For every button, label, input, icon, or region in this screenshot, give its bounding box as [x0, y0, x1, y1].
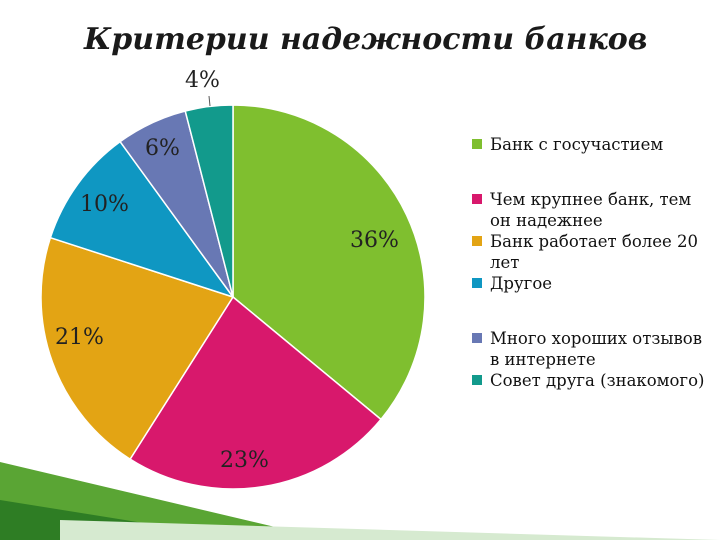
data-label-2: 23% [220, 448, 269, 473]
chart-legend: Банк с госучастием Чем крупнее банк, тем … [472, 134, 712, 391]
data-label-6: 4% [185, 68, 220, 93]
pie-slice-6 [184, 104, 234, 298]
legend-label: Банк работает более 20 лет [490, 232, 699, 272]
legend-label: Другое [490, 274, 553, 293]
legend-swatch [472, 236, 482, 246]
legend-item-6: Совет друга (знакомого) [472, 370, 712, 391]
legend-swatch [472, 194, 482, 204]
chart-title: Критерии надежности банков [84, 22, 648, 57]
pie-slice-1 [232, 104, 426, 421]
data-label-5: 6% [145, 136, 180, 161]
legend-swatch [472, 333, 482, 343]
decor-light-stripe [60, 520, 720, 540]
data-label-4: 10% [80, 192, 129, 217]
legend-swatch [472, 139, 482, 149]
pie-slice-2 [129, 295, 382, 490]
legend-label: Банк с госучастием [490, 135, 664, 154]
legend-label: Чем крупнее банк, тем он надежнее [490, 190, 692, 230]
legend-swatch [472, 278, 482, 288]
legend-item-5: Много хороших отзывов в интернете [472, 328, 712, 370]
legend-item-2: Чем крупнее банк, тем он надежнее [472, 189, 712, 231]
legend-label: Совет друга (знакомого) [490, 371, 705, 390]
legend-item-1: Банк с госучастием [472, 134, 712, 155]
legend-label: Много хороших отзывов в интернете [490, 329, 702, 369]
data-label-1: 36% [350, 228, 399, 253]
pie-chart [40, 95, 426, 490]
pie-slice-4 [49, 140, 235, 299]
leader-line [208, 95, 211, 107]
bottom-decoration [0, 462, 720, 540]
pie-slice-3 [40, 236, 235, 461]
legend-swatch [472, 375, 482, 385]
legend-item-3: Банк работает более 20 лет [472, 231, 712, 273]
legend-item-4: Другое [472, 273, 712, 294]
data-label-3: 21% [55, 325, 104, 350]
